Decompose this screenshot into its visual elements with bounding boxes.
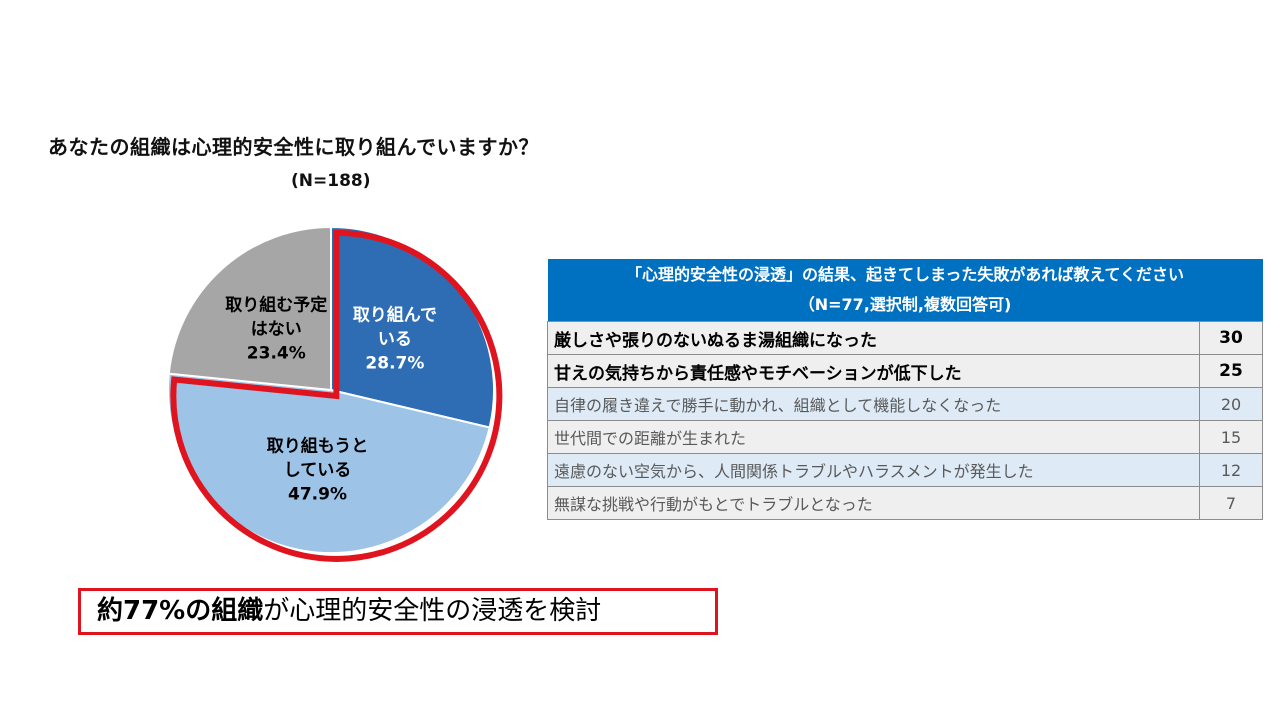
table-row: 無謀な挑戦や行動がもとでトラブルとなった 7 [547, 486, 1263, 520]
row-text: 世代間での距離が生まれた [547, 420, 1200, 454]
conclusion-emphasis: 約77%の組織 [97, 596, 264, 626]
table-row: 厳しさや張りのないぬるま湯組織になった 30 [547, 321, 1263, 355]
table-row: 世代間での距離が生まれた 15 [547, 420, 1263, 454]
row-text: 厳しさや張りのないぬるま湯組織になった [547, 321, 1200, 355]
slice-category-label: 取り組む予定 [225, 295, 327, 316]
failure-survey-table: 「心理的安全性の浸透」の結果、起きてしまった失敗があれば教えてください （N=7… [547, 259, 1263, 520]
table-row: 甘えの気持ちから責任感やモチベーションが低下した 25 [547, 354, 1263, 388]
row-text: 甘えの気持ちから責任感やモチベーションが低下した [547, 354, 1200, 388]
row-count: 20 [1199, 387, 1263, 421]
table-header-sample: （N=77,選択制,複数回答可) [798, 295, 1012, 314]
slice-category-label: いる [378, 329, 412, 349]
slice-category-label: している [284, 460, 352, 480]
table-row: 自律の履き違えで勝手に動かれ、組織として機能しなくなった 20 [547, 387, 1263, 421]
row-count: 15 [1199, 420, 1263, 454]
slice-value-label: 47.9% [288, 484, 347, 504]
pie-slice-2 [167, 225, 332, 392]
slice-category-label: 取り組んで [353, 304, 437, 325]
row-text: 自律の履き違えで勝手に動かれ、組織として機能しなくなった [547, 387, 1200, 421]
row-count: 12 [1199, 453, 1263, 487]
table-header-question: 「心理的安全性の浸透」の結果、起きてしまった失敗があれば教えてください [625, 265, 1185, 284]
slice-value-label: 23.4% [247, 344, 306, 364]
pie-slice-1 [167, 372, 491, 555]
conclusion-text: が心理的安全性の浸透を検討 [263, 596, 602, 626]
row-count: 30 [1199, 321, 1263, 355]
row-count: 7 [1199, 486, 1263, 520]
table-row: 遠慮のない空気から、人間関係トラブルやハラスメントが発生した 12 [547, 453, 1263, 487]
slice-category-label: はない [251, 320, 302, 340]
slice-category-label: 取り組もうと [267, 435, 369, 456]
chart-title: あなたの組織は心理的安全性に取り組んでいますか？ [48, 135, 539, 159]
row-text: 遠慮のない空気から、人間関係トラブルやハラスメントが発生した [547, 453, 1200, 487]
slice-value-label: 28.7% [365, 353, 424, 373]
chart-subtitle: (N=188) [291, 171, 371, 191]
table-header: 「心理的安全性の浸透」の結果、起きてしまった失敗があれば教えてください （N=7… [547, 259, 1263, 322]
row-text: 無謀な挑戦や行動がもとでトラブルとなった [547, 486, 1200, 520]
conclusion-callout: 約77%の組織が心理的安全性の浸透を検討 [78, 588, 718, 635]
row-count: 25 [1199, 354, 1263, 388]
highlight-outline [170, 229, 503, 562]
